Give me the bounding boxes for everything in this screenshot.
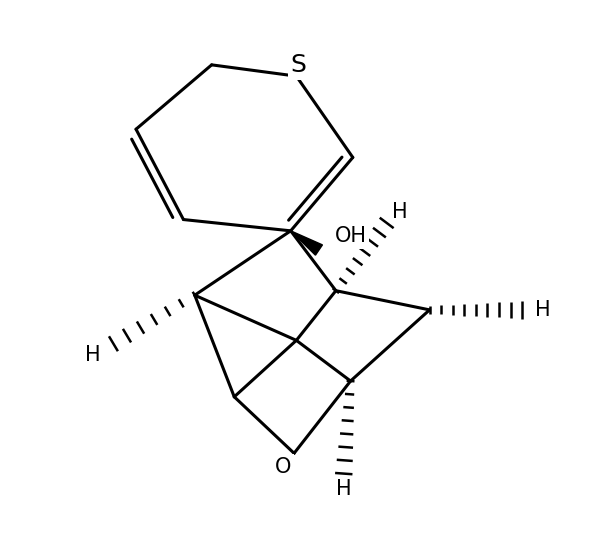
- Text: H: H: [336, 479, 352, 500]
- Text: H: H: [393, 201, 408, 222]
- Polygon shape: [291, 231, 323, 255]
- Text: H: H: [535, 300, 550, 320]
- Text: H: H: [85, 345, 101, 365]
- Text: S: S: [291, 53, 307, 77]
- Text: O: O: [275, 457, 291, 477]
- Text: OH: OH: [335, 226, 367, 247]
